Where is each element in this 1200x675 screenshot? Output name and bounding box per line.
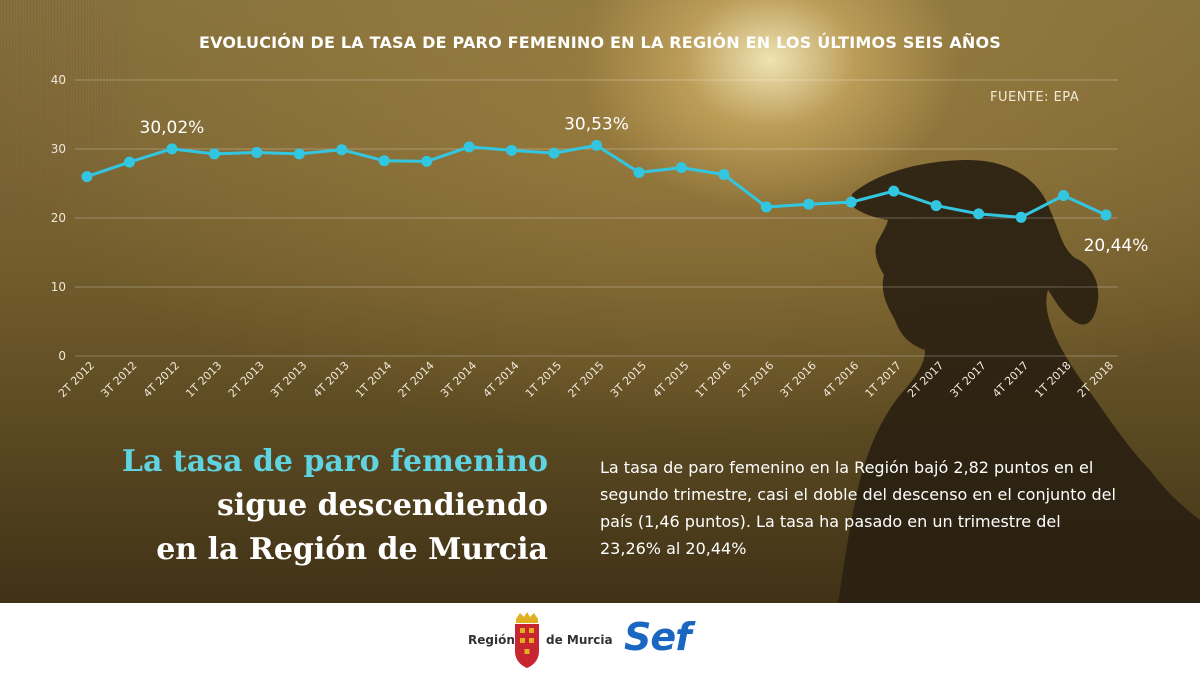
x-tick-label: 2T 2017 bbox=[905, 359, 946, 400]
footer: Región de Murcia Sef bbox=[0, 603, 1200, 675]
data-point bbox=[675, 162, 687, 174]
chart-source: FUENTE: EPA bbox=[990, 90, 1080, 105]
data-label: 30,02% bbox=[140, 118, 205, 138]
x-tick-label: 4T 2014 bbox=[481, 359, 522, 400]
x-tick-label: 4T 2015 bbox=[650, 359, 691, 400]
region-logo-text-left: Región bbox=[468, 633, 515, 647]
headline-line-3: en la Región de Murcia bbox=[156, 532, 548, 567]
data-point bbox=[421, 155, 433, 167]
data-point bbox=[633, 166, 645, 178]
data-point bbox=[463, 141, 475, 153]
y-tick-label: 10 bbox=[51, 280, 66, 294]
x-tick-label: 1T 2016 bbox=[693, 359, 734, 400]
data-point bbox=[506, 144, 518, 156]
data-point bbox=[548, 147, 560, 159]
data-point bbox=[81, 171, 93, 183]
x-tick-label: 1T 2018 bbox=[1032, 359, 1073, 400]
x-tick-label: 1T 2015 bbox=[523, 359, 564, 400]
data-point bbox=[208, 148, 220, 160]
data-point bbox=[378, 155, 390, 167]
data-point bbox=[293, 148, 305, 160]
headline-line-1: La tasa de paro femenino bbox=[121, 444, 548, 479]
data-point bbox=[251, 146, 263, 158]
region-logo-text-right: de Murcia bbox=[546, 633, 613, 647]
data-point bbox=[930, 200, 942, 212]
headline-line-2: sigue descendiendo bbox=[217, 488, 548, 523]
x-tick-label: 1T 2014 bbox=[353, 359, 394, 400]
x-tick-label: 3T 2016 bbox=[778, 359, 819, 400]
data-point bbox=[1015, 211, 1027, 223]
x-tick-label: 2T 2015 bbox=[565, 359, 606, 400]
data-point bbox=[845, 196, 857, 208]
sef-logo: Sef bbox=[624, 615, 692, 659]
x-tick-label: 2T 2016 bbox=[735, 359, 776, 400]
x-tick-label: 2T 2014 bbox=[396, 359, 437, 400]
y-tick-label: 0 bbox=[58, 349, 66, 363]
data-point bbox=[1058, 190, 1070, 202]
x-tick-label: 3T 2015 bbox=[608, 359, 649, 400]
region-crest-icon bbox=[515, 612, 539, 668]
x-tick-label: 4T 2016 bbox=[820, 359, 861, 400]
data-point bbox=[123, 156, 135, 168]
decorative-lines bbox=[0, 0, 135, 220]
x-tick-label: 2T 2013 bbox=[226, 359, 267, 400]
chart-title: EVOLUCIÓN DE LA TASA DE PARO FEMENINO EN… bbox=[198, 33, 1002, 52]
body-paragraph: La tasa de paro femenino en la Región ba… bbox=[600, 458, 1116, 558]
x-tick-label: 3T 2013 bbox=[268, 359, 309, 400]
data-point bbox=[760, 201, 772, 213]
x-tick-label: 4T 2013 bbox=[311, 359, 352, 400]
headline: La tasa de paro femenino sigue descendie… bbox=[122, 440, 548, 572]
x-tick-label: 3T 2017 bbox=[948, 359, 989, 400]
hero-background: EVOLUCIÓN DE LA TASA DE PARO FEMENINO EN… bbox=[0, 0, 1200, 603]
data-point bbox=[1100, 209, 1112, 221]
data-point bbox=[718, 169, 730, 181]
data-point bbox=[591, 139, 602, 151]
runner-silhouette bbox=[838, 160, 1200, 603]
x-tick-label: 2T 2012 bbox=[56, 359, 97, 400]
x-tick-label: 3T 2012 bbox=[98, 359, 139, 400]
data-point bbox=[803, 198, 815, 210]
x-tick-label: 1T 2017 bbox=[863, 359, 904, 400]
data-label: 30,53% bbox=[564, 114, 629, 134]
data-point bbox=[336, 144, 348, 156]
y-tick-label: 20 bbox=[51, 211, 66, 225]
series-line bbox=[86, 143, 1107, 219]
x-tick-label: 1T 2013 bbox=[183, 359, 224, 400]
x-tick-label: 4T 2012 bbox=[141, 359, 182, 400]
data-point bbox=[888, 185, 900, 197]
data-label: 20,44% bbox=[1084, 236, 1149, 256]
y-tick-label: 30 bbox=[51, 142, 66, 156]
x-tick-label: 3T 2014 bbox=[438, 359, 479, 400]
data-point bbox=[973, 208, 985, 220]
x-tick-label: 2T 2018 bbox=[1075, 359, 1116, 400]
x-tick-label: 4T 2017 bbox=[990, 359, 1031, 400]
y-tick-label: 40 bbox=[51, 73, 66, 87]
data-point bbox=[166, 143, 178, 155]
